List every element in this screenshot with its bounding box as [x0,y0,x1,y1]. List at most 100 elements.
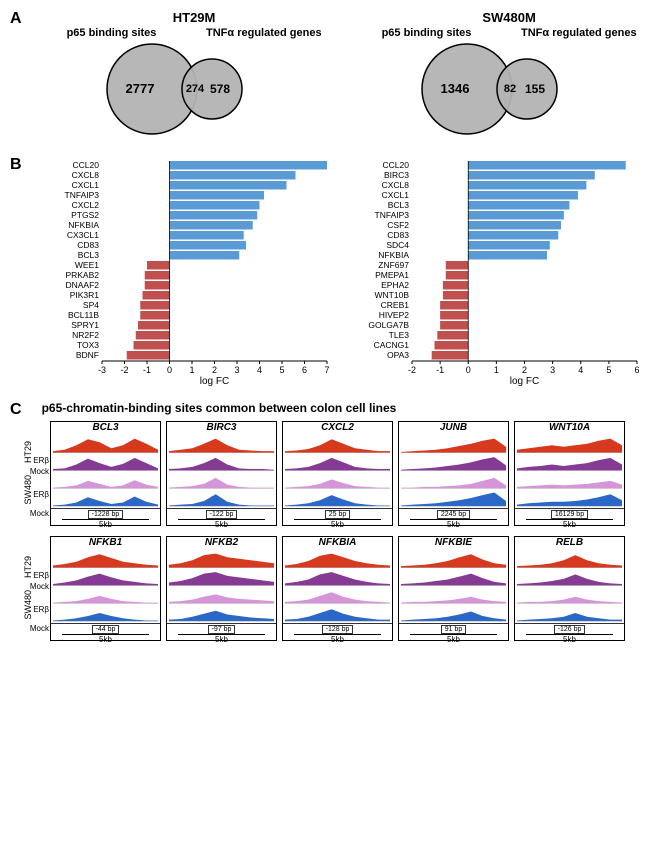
svg-text:PTGS2: PTGS2 [71,210,99,220]
track-kb: 5kb [515,520,624,529]
svg-text:2: 2 [522,365,527,375]
svg-text:6: 6 [634,365,639,375]
svg-text:HIVEP2: HIVEP2 [378,310,409,320]
svg-text:BDNF: BDNF [75,350,98,360]
track-gene-title: BIRC3 [167,422,276,433]
panel-a-label: A [10,10,22,27]
svg-text:NFKBIA: NFKBIA [378,250,409,260]
track-panel: JUNB 2245 bp5kb [398,421,509,526]
track-bp: -122 bp [206,510,238,519]
track-kb: 5kb [515,635,624,644]
track-bp: 91 bp [441,625,467,634]
panel-c: C p65-chromatin-binding sites common bet… [10,401,640,641]
svg-text:3: 3 [234,365,239,375]
track-kb: 5kb [399,635,508,644]
track-panel: NFKB2-97 bp5kb [166,536,277,641]
svg-text:0: 0 [465,365,470,375]
svg-text:PIK3R1: PIK3R1 [69,290,99,300]
svg-text:CACNG1: CACNG1 [373,340,409,350]
track-bp: -128 bp [322,625,354,634]
svg-text:WEE1: WEE1 [74,260,98,270]
track-footer: -122 bp5kb [167,508,276,530]
venn-left-sub-right: TNFα regulated genes [206,27,322,39]
svg-text:GOLGA7B: GOLGA7B [368,320,409,330]
track-kb: 5kb [283,635,392,644]
svg-text:CXCL2: CXCL2 [71,200,99,210]
svg-text:BCL3: BCL3 [77,250,99,260]
svg-text:SP4: SP4 [82,300,98,310]
track-panel: CXCL225 bp5kb [282,421,393,526]
svg-text:CREB1: CREB1 [380,300,409,310]
track-gene-title: NFKBIA [283,537,392,548]
panel-b-label: B [10,156,22,173]
svg-text:CSF2: CSF2 [387,220,409,230]
track-gene-title: NFKB2 [167,537,276,548]
venn-right-sub-right: TNFα regulated genes [521,27,637,39]
svg-text:-1: -1 [143,365,151,375]
track-bp: -126 bp [554,625,586,634]
track-gene-title: RELB [515,537,624,548]
track-footer: -126 bp5kb [515,623,624,645]
svg-text:SPRY1: SPRY1 [71,320,99,330]
svg-text:log FC: log FC [509,376,538,386]
svg-text:CXCL8: CXCL8 [381,180,409,190]
svg-text:CXCL8: CXCL8 [71,170,99,180]
tracks-row2: HT29MockERβSW480MockERβNFKB1-44 bp5kbNFK… [50,536,640,641]
track-bp: -1228 bp [88,510,124,519]
svg-text:5: 5 [606,365,611,375]
svg-text:578: 578 [210,82,230,96]
track-kb: 5kb [51,635,160,644]
venn-right-svg: 1346 82 155 [367,39,650,139]
svg-text:NR2F2: NR2F2 [72,330,99,340]
svg-text:274: 274 [185,83,204,95]
panel-c-label: C [10,401,22,421]
track-gene-title: BCL3 [51,422,160,433]
svg-text:ZNF697: ZNF697 [378,260,409,270]
track-panel: BIRC3 -122 bp5kb [166,421,277,526]
track-footer: 16129 bp5kb [515,508,624,530]
track-kb: 5kb [399,520,508,529]
svg-text:4: 4 [578,365,583,375]
track-bp: 2245 bp [437,510,470,519]
track-bp: 16129 bp [551,510,588,519]
bar-right-block: -2-10123456CCL20BIRC3CXCL8CXCL1BCL3TNFAI… [352,156,642,391]
tracks-row1: HT29MockERβSW480MockERβBCL3-1228 bp5kbBI… [50,421,640,526]
track-footer: 2245 bp5kb [399,508,508,530]
venn-left: HT29M p65 binding sites TNFα regulated g… [52,10,337,144]
track-footer: -44 bp5kb [51,623,160,645]
bar-left-svg: -3-2-101234567CCL20CXCL8CXCL1TNFAIP3CXCL… [42,156,332,386]
svg-text:TNFAIP3: TNFAIP3 [374,210,409,220]
svg-text:1: 1 [189,365,194,375]
svg-text:CD83: CD83 [77,240,99,250]
svg-text:log FC: log FC [199,376,228,386]
svg-text:CX3CL1: CX3CL1 [66,230,98,240]
svg-text:3: 3 [550,365,555,375]
svg-text:2777: 2777 [125,81,154,96]
svg-text:1346: 1346 [440,81,469,96]
track-kb: 5kb [51,520,160,529]
track-footer: -97 bp5kb [167,623,276,645]
svg-text:82: 82 [503,83,515,95]
track-gene-title: NFKBIE [399,537,508,548]
track-side-labels: HT29MockERβSW480MockERβ [15,550,49,618]
track-kb: 5kb [167,520,276,529]
panel-a: A HT29M p65 binding sites TNFα regulated… [10,10,640,144]
svg-text:BCL11B: BCL11B [68,310,99,320]
svg-text:1: 1 [493,365,498,375]
track-gene-title: WNT10A [515,422,624,433]
track-gene-title: JUNB [399,422,508,433]
track-bp: 25 bp [325,510,351,519]
svg-text:4: 4 [257,365,262,375]
svg-text:EPHA2: EPHA2 [381,280,409,290]
svg-text:-2: -2 [120,365,128,375]
track-bp: -97 bp [208,625,236,634]
svg-text:155: 155 [525,82,545,96]
svg-text:6: 6 [302,365,307,375]
track-panel: NFKBIE 91 bp5kb [398,536,509,641]
svg-text:5: 5 [279,365,284,375]
svg-text:-3: -3 [98,365,106,375]
track-bp: -44 bp [92,625,120,634]
svg-text:NFKBIA: NFKBIA [68,220,99,230]
track-panel: RELB -126 bp5kb [514,536,625,641]
track-footer: -1228 bp5kb [51,508,160,530]
